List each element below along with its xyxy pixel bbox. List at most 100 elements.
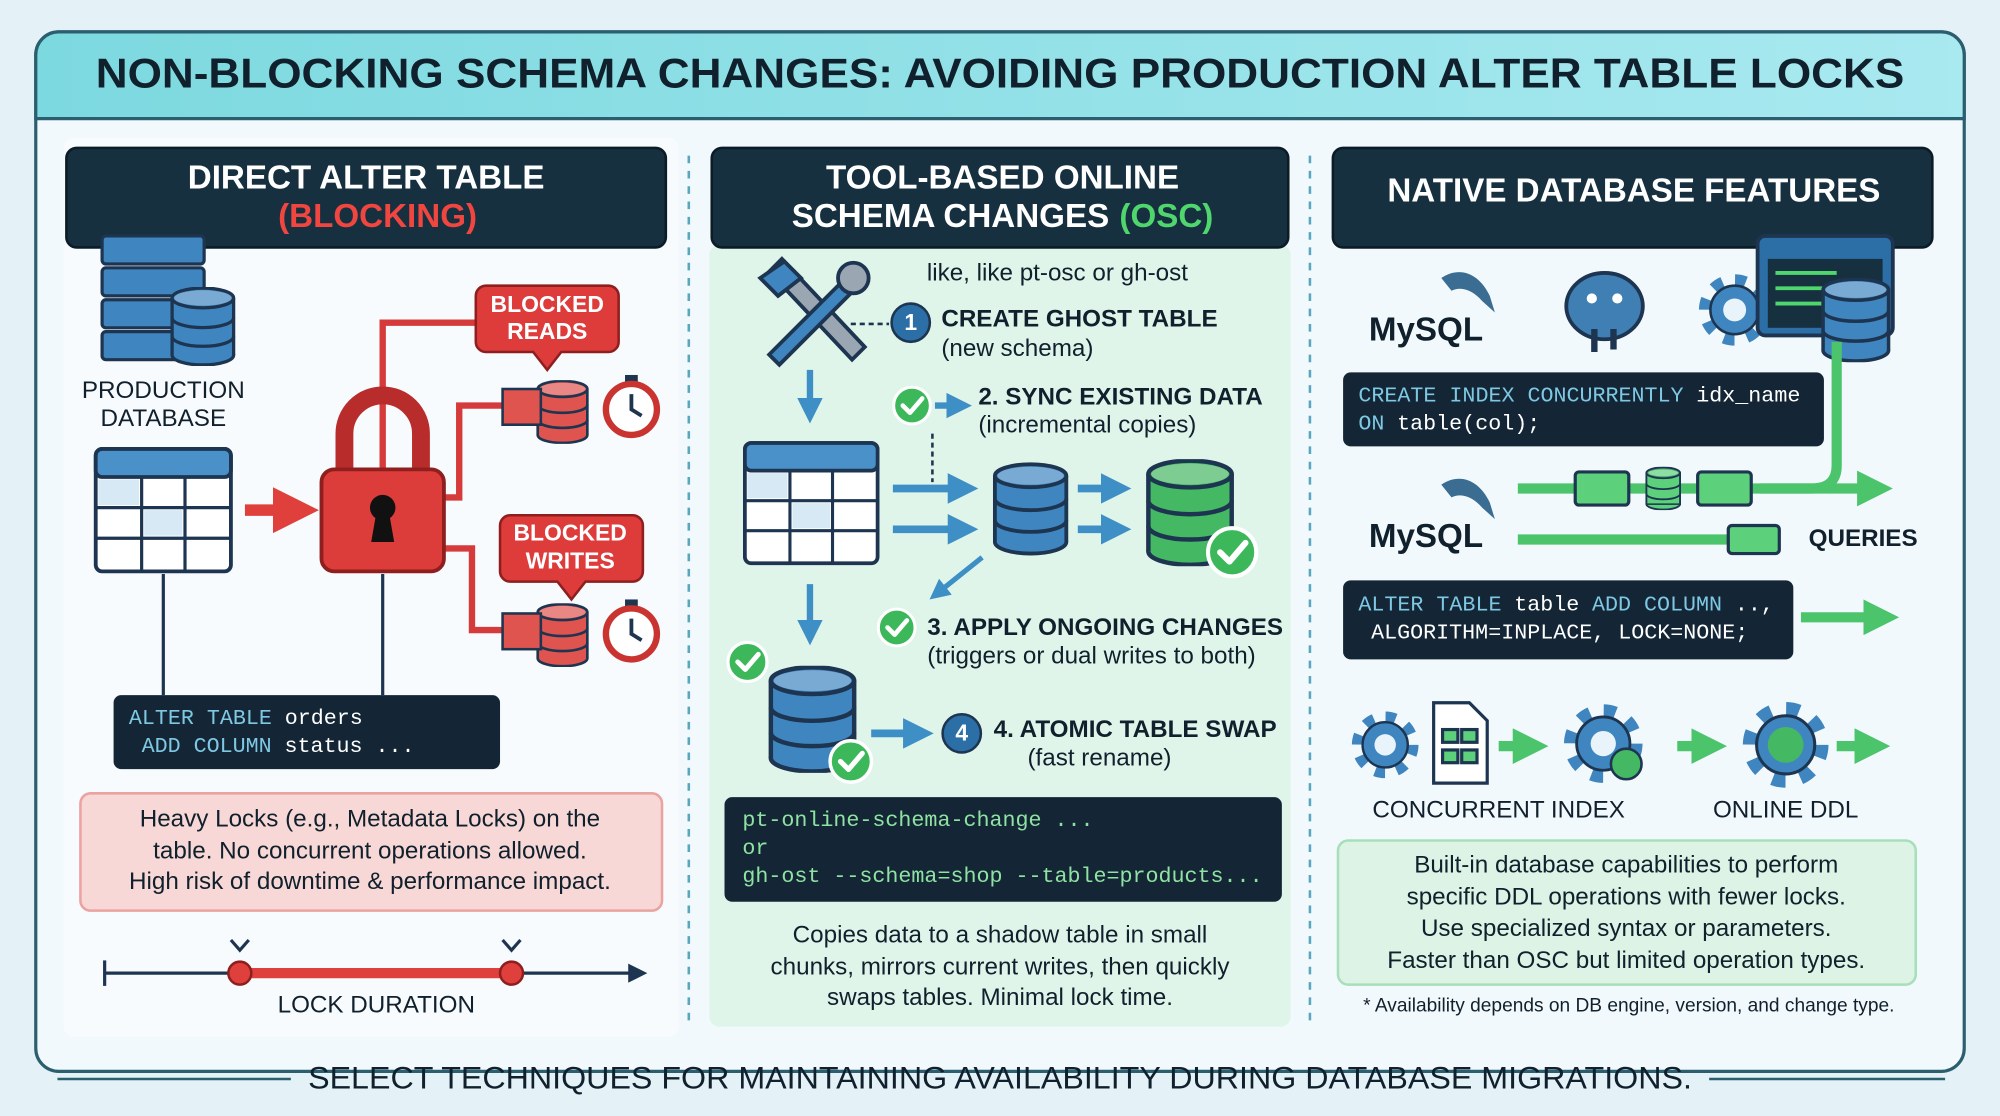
panel-native-part — [1331, 146, 1934, 249]
code-line-part: orders — [285, 706, 363, 731]
mysql-logo: MySQL — [1369, 518, 1483, 555]
data-chunks-part — [1696, 470, 1753, 507]
feature-label: ONLINE DDL — [1713, 797, 1858, 824]
panel-heading-part: (OSC) — [1119, 198, 1213, 235]
lock-connectors-part — [379, 319, 479, 470]
sync-arrows — [892, 473, 1132, 600]
step-number: 1 — [904, 309, 917, 335]
logo-dolphin — [1441, 272, 1495, 313]
panel-osc-part — [710, 146, 1290, 249]
doc-icon-part — [1440, 727, 1460, 744]
footnote: * Availability depends on DB engine, ver… — [1363, 995, 1894, 1016]
blocked-writes: BLOCKED WRITES — [498, 513, 657, 668]
code-box — [1343, 372, 1824, 447]
footer: SELECT TECHNIQUES FOR MAINTAINING AVAILA… — [57, 1060, 1946, 1096]
subtitle: like, like pt-osc or gh-ost — [927, 260, 1188, 287]
server-icon-part — [170, 286, 236, 367]
frame-part — [687, 155, 1312, 1021]
frame-part — [34, 30, 1966, 121]
doc-icon-part — [1460, 748, 1479, 765]
timeline-label: LOCK DURATION — [278, 992, 475, 1019]
doc-icon-part — [1460, 727, 1479, 744]
doc-icon — [1432, 701, 1489, 785]
code-line: ALTER TABLE orders — [129, 706, 363, 731]
check-icon — [728, 642, 767, 681]
blocked-writes-part — [536, 603, 589, 668]
data-chunks-part — [1573, 470, 1631, 507]
step-title: 2. SYNC EXISTING DATA — [978, 383, 1262, 410]
code-line-part: table — [1514, 592, 1579, 617]
code-badge — [1609, 747, 1643, 781]
lock-connectors — [379, 319, 504, 634]
panel-native: NATIVE DATABASE FEATURES MySQL CREATE IN… — [1331, 146, 1934, 1016]
queries-label: QUERIES — [1809, 525, 1918, 552]
panel-heading-part: SCHEMA CHANGES — [792, 198, 1109, 235]
logo-dolphin — [1441, 478, 1495, 520]
note-text: swaps tables. Minimal lock time. — [827, 984, 1173, 1011]
panel-heading: NATIVE DATABASE FEATURES — [1387, 172, 1880, 209]
db-label: PRODUCTION — [82, 377, 245, 404]
check-icon — [1208, 528, 1256, 576]
panel-heading: SCHEMA CHANGES (OSC) — [792, 198, 1214, 235]
postgres-icon-part — [1564, 271, 1645, 342]
code-box — [1343, 580, 1794, 660]
tools-icon-part — [757, 258, 804, 299]
bubble-text: WRITES — [526, 548, 615, 574]
note-text: High risk of downtime & performance impa… — [129, 868, 611, 895]
postgres-icon-part — [1591, 329, 1617, 353]
code-line-part: CREATE INDEX CONCURRENTLY — [1358, 383, 1683, 408]
check-icon — [894, 387, 931, 424]
note-text: specific DDL operations with fewer locks… — [1407, 883, 1846, 910]
lock-timeline-part — [227, 960, 253, 986]
feature-label: CONCURRENT INDEX — [1372, 797, 1625, 824]
code-line: gh-ost --schema=shop --table=products... — [742, 864, 1262, 889]
step-detail: (new schema) — [941, 335, 1093, 362]
step-badge — [941, 712, 983, 754]
code-box — [113, 695, 501, 770]
note-box — [1336, 839, 1918, 986]
table-icon — [93, 447, 233, 574]
code-line-part: ADD COLUMN — [142, 734, 272, 759]
step-detail: (incremental copies) — [978, 411, 1196, 438]
panel-heading: DIRECT ALTER TABLE — [188, 160, 545, 197]
doc-icon-part — [1440, 748, 1460, 765]
code-line: ALTER TABLE table ADD COLUMN.., — [1358, 592, 1773, 617]
code-box — [724, 797, 1282, 902]
data-chunks — [1573, 466, 1781, 556]
code-line: CREATE INDEX CONCURRENTLY idx_name — [1358, 383, 1800, 408]
panel-direct-part — [65, 146, 668, 249]
bubble-text: BLOCKED — [513, 519, 626, 545]
note-text: Faster than OSC but limited operation ty… — [1387, 947, 1865, 974]
code-line-part: ON — [1358, 411, 1384, 436]
lock-icon-part — [335, 386, 430, 472]
lock-timeline-part — [498, 960, 525, 986]
blocked-reads-part — [536, 380, 589, 444]
step-number: 4 — [955, 720, 968, 746]
blocked-reads-part — [474, 284, 620, 372]
code-line-part: status ... — [284, 734, 414, 759]
check-icon — [830, 741, 871, 782]
step-title: 3. APPLY ONGOING CHANGES — [927, 614, 1283, 641]
sync-arrows-part — [929, 555, 984, 600]
panel-heading: TOOL-BASED ONLINE — [826, 160, 1179, 197]
code-line-part: idx_name — [1696, 383, 1800, 408]
postgres-icon-part — [1586, 293, 1597, 304]
panel-osc: TOOL-BASED ONLINE SCHEMA CHANGES (OSC) li… — [709, 146, 1291, 1027]
blocked-writes-part — [498, 513, 645, 602]
code-line-part: ADD COLUMN — [1592, 592, 1722, 617]
connector — [161, 573, 385, 696]
postgres-icon-part — [1612, 293, 1623, 304]
code-line: pt-online-schema-change ... — [742, 808, 1093, 833]
panel-heading-accent: (BLOCKING) — [278, 198, 477, 235]
code-line: or — [742, 836, 768, 861]
postgres-icon — [1564, 271, 1645, 353]
code-line-part: .., — [1735, 592, 1774, 617]
tools-icon-part — [836, 260, 871, 296]
panel-direct: DIRECT ALTER TABLE (BLOCKING) PRODUCTION… — [63, 137, 679, 1037]
lock-icon-part — [371, 512, 395, 543]
note-box — [79, 792, 664, 912]
data-chunks-part — [1726, 523, 1781, 556]
step-detail: (fast rename) — [1027, 744, 1171, 771]
